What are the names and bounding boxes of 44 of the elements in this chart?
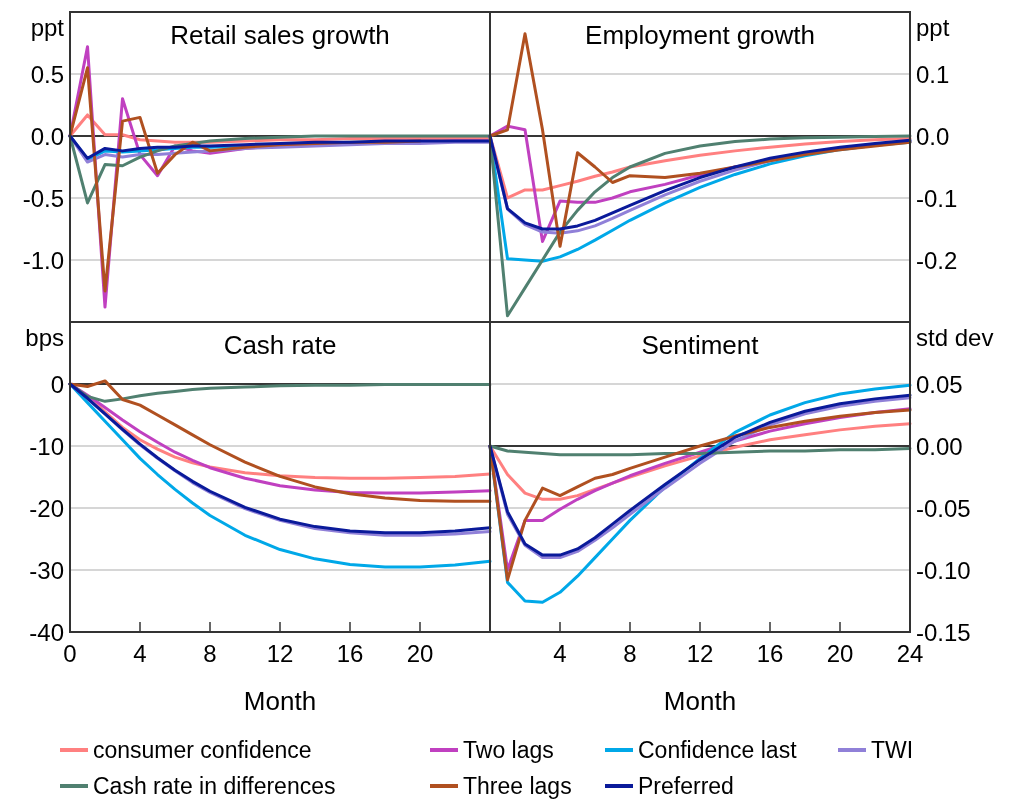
y-tick-label: -30 <box>29 557 64 584</box>
legend-label: consumer confidence <box>93 737 312 763</box>
y-tick-label: 0.0 <box>30 123 64 150</box>
x-tick-label: 4 <box>553 640 567 667</box>
x-tick-label: 20 <box>826 640 854 667</box>
y-tick-label: -1.0 <box>22 247 64 274</box>
legend-label: Confidence last <box>638 737 798 763</box>
y-tick-label: -10 <box>29 433 64 460</box>
y-tick-label: -0.1 <box>916 185 958 212</box>
y-axis-title: ppt <box>30 14 65 41</box>
legend-label: Two lags <box>463 737 554 763</box>
y-tick-label: -40 <box>29 619 64 646</box>
x-axis-title: Month <box>243 686 317 716</box>
y-axis-title: bps <box>25 324 64 351</box>
y-tick-label: 0.1 <box>916 61 950 88</box>
y-tick-label: -0.10 <box>916 557 971 584</box>
chart-title: Employment growth <box>585 20 815 50</box>
chart-title: Cash rate <box>223 330 337 360</box>
x-tick-label: 8 <box>623 640 637 667</box>
x-tick-label: 16 <box>336 640 364 667</box>
y-axis-title: std dev <box>916 324 994 351</box>
y-tick-label: 0.5 <box>30 61 64 88</box>
y-tick-label: 0.0 <box>916 123 950 150</box>
x-tick-label: 8 <box>203 640 217 667</box>
y-tick-label: 0.00 <box>916 433 963 460</box>
y-tick-label: -0.2 <box>916 247 958 274</box>
x-axis-title: Month <box>663 686 737 716</box>
x-tick-label: 16 <box>756 640 784 667</box>
chart-title: Sentiment <box>641 330 760 360</box>
x-tick-label: 12 <box>686 640 714 667</box>
x-tick-label: 20 <box>406 640 434 667</box>
x-tick-label: 4 <box>133 640 147 667</box>
y-tick-label: -20 <box>29 495 64 522</box>
legend-label: Cash rate in differences <box>93 773 336 799</box>
y-tick-label: 0.05 <box>916 371 963 398</box>
y-tick-label: 0 <box>50 371 64 398</box>
legend-label: Preferred <box>638 773 734 799</box>
chart-title: Retail sales growth <box>170 20 390 50</box>
legend-label: TWI <box>871 737 914 763</box>
y-tick-label: -0.05 <box>916 495 971 522</box>
legend-label: Three lags <box>463 773 572 799</box>
y-tick-label: -0.5 <box>22 185 64 212</box>
y-axis-title: ppt <box>916 14 950 41</box>
x-tick-label: 12 <box>266 640 294 667</box>
